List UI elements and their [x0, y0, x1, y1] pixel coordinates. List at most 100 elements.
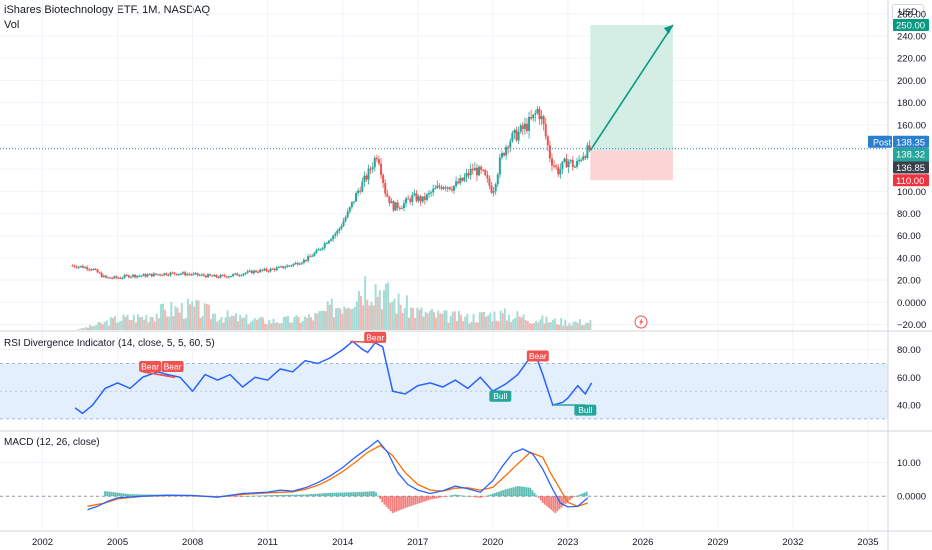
volume-bar — [291, 322, 294, 330]
volume-bar — [316, 313, 319, 330]
candle — [423, 196, 426, 200]
candle — [292, 264, 295, 266]
candle — [202, 274, 205, 276]
volume-bar — [249, 322, 252, 330]
candle — [434, 188, 437, 190]
macd-histogram-bar — [191, 496, 194, 497]
candle — [131, 274, 134, 277]
candle — [98, 272, 101, 274]
macd-histogram-bar — [245, 496, 248, 497]
volume-bar — [347, 307, 350, 330]
volume-bar — [91, 326, 94, 330]
volume-bar — [514, 317, 517, 330]
price-axis-label: 180.00 — [897, 98, 926, 109]
volume-bar — [126, 314, 129, 330]
macd-histogram-bar — [277, 495, 279, 497]
macd-histogram-bar — [143, 494, 146, 497]
macd-histogram-bar — [323, 493, 325, 497]
currency-button[interactable]: USD — [892, 4, 924, 21]
candle — [157, 274, 160, 276]
macd-histogram-bar — [448, 495, 450, 497]
macd-histogram-bar — [373, 491, 375, 497]
bear-label: Bear — [366, 332, 384, 342]
macd-histogram-bar — [585, 491, 588, 497]
volume-bar — [397, 293, 400, 330]
candle — [140, 275, 143, 277]
bull-label-box — [574, 404, 597, 416]
candle — [380, 163, 383, 176]
macd-histogram-bar — [377, 495, 380, 497]
volume-bar — [253, 318, 256, 330]
price-axis-label: −20.00 — [897, 320, 926, 331]
volume-bar — [287, 315, 290, 330]
candle — [313, 253, 316, 256]
macd-histogram-bar — [127, 493, 129, 497]
candle — [246, 271, 249, 273]
candle — [413, 193, 416, 196]
candle — [473, 167, 476, 171]
candle — [311, 255, 314, 257]
price-axis-label: 60.00 — [897, 231, 921, 242]
candle — [461, 177, 464, 181]
macd-histogram-bar — [352, 492, 355, 497]
candle — [507, 146, 510, 148]
time-axis-label: 2005 — [107, 537, 128, 548]
volume-bar — [182, 318, 185, 330]
macd-histogram-bar — [527, 487, 530, 497]
macd-histogram-bar — [112, 492, 115, 497]
macd-histogram-bar — [429, 496, 432, 500]
volume-bar — [405, 295, 408, 330]
volume-bar — [324, 311, 327, 330]
price-axis-label: 20.00 — [897, 276, 921, 287]
volume-bar — [84, 327, 87, 330]
volume-bar — [466, 313, 469, 330]
volume-bar — [455, 321, 458, 330]
volume-bar — [157, 318, 160, 330]
volume-bar — [580, 325, 583, 330]
volume-bar — [401, 312, 404, 330]
rsi-axis-label: 60.00 — [897, 373, 921, 384]
bull-label: Bull — [493, 391, 507, 401]
candle — [530, 116, 533, 119]
macd-histogram-bar — [421, 496, 423, 503]
post-price-badge-bg — [893, 135, 929, 148]
macd-histogram-bar — [412, 496, 415, 506]
volume-bar — [576, 323, 579, 330]
macd-histogram-bar — [487, 495, 490, 497]
macd-histogram-bar — [439, 496, 442, 498]
macd-histogram-bar — [506, 488, 509, 497]
price-axis-label: 80.00 — [897, 209, 921, 220]
macd-histogram-bar — [350, 492, 352, 497]
macd-histogram-bar — [516, 486, 519, 497]
macd-histogram-bar — [379, 496, 382, 500]
candle — [186, 274, 189, 276]
volume-bar — [318, 311, 321, 330]
candle — [538, 109, 541, 120]
volume-bar — [335, 308, 338, 330]
candle — [521, 125, 524, 130]
macd-histogram-bar — [496, 492, 498, 497]
volume-bar — [516, 311, 519, 330]
volume-bar — [370, 301, 373, 330]
volume-bar — [149, 316, 152, 330]
volume-bar — [530, 323, 533, 330]
candle — [284, 267, 287, 269]
candle — [519, 125, 522, 132]
macd-histogram-bar — [535, 495, 538, 497]
volume-bar — [320, 311, 323, 330]
macd-histogram-bar — [114, 492, 117, 497]
macd-histogram-bar — [560, 496, 563, 508]
candle — [511, 132, 514, 142]
macd-histogram-bar — [247, 495, 250, 497]
macd-histogram-bar — [533, 492, 536, 497]
candle — [221, 275, 224, 277]
candle — [490, 185, 493, 193]
macd-histogram-bar — [266, 495, 269, 497]
macd-histogram-bar — [566, 496, 569, 502]
macd-histogram-bar — [546, 496, 548, 507]
candle — [582, 156, 585, 160]
macd-histogram-bar — [345, 492, 348, 497]
volume-bar — [355, 301, 358, 330]
candle — [330, 239, 333, 241]
